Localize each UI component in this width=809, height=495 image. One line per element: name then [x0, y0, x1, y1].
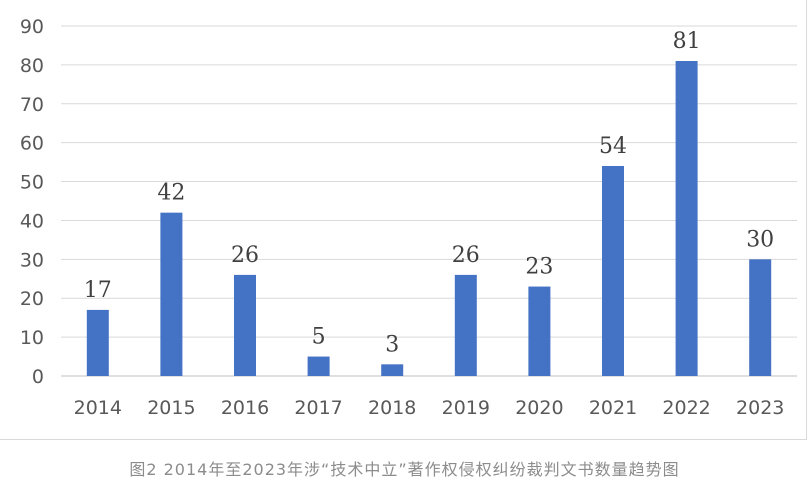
bar-2023: [749, 259, 772, 376]
data-label-2021: 54: [599, 134, 627, 159]
x-tick-label-2017: 2017: [294, 397, 342, 419]
x-tick-label-2014: 2014: [74, 397, 122, 419]
x-tick-label-2018: 2018: [368, 397, 416, 419]
data-label-2022: 81: [673, 29, 701, 54]
x-tick-label-2020: 2020: [515, 397, 563, 419]
gridlines: [61, 25, 797, 377]
y-tick-label: 90: [20, 16, 44, 38]
y-tick-label: 80: [20, 55, 44, 77]
figure-caption: 图2 2014年至2023年涉“技术中立”著作权侵权纠纷裁判文书数量趋势图: [129, 460, 680, 479]
x-tick-label-2016: 2016: [221, 397, 269, 419]
bar-2018: [381, 364, 404, 376]
x-tick-label-2021: 2021: [589, 397, 637, 419]
bar-2021: [602, 166, 624, 376]
x-axis-ticks: 2014 2015 2016 2017 2018 2019 2020 2021 2022 2023: [74, 397, 785, 419]
bar-2019: [454, 274, 477, 376]
data-label-2015: 42: [157, 181, 185, 206]
y-tick-label: 30: [20, 249, 44, 271]
y-tick-label: 60: [20, 133, 44, 155]
bar-2014: [86, 309, 109, 376]
bar-2020: [528, 286, 551, 376]
data-label-2014: 17: [84, 278, 112, 303]
y-tick-label: 40: [20, 210, 44, 232]
x-tick-label-2022: 2022: [662, 397, 710, 419]
y-tick-label: 70: [20, 94, 44, 116]
bars: [86, 61, 772, 376]
y-tick-label: 50: [20, 172, 44, 194]
bar-2015: [160, 212, 183, 376]
data-label-2018: 3: [385, 332, 399, 357]
x-tick-label-2015: 2015: [147, 397, 195, 419]
data-label-2023: 30: [746, 227, 774, 252]
bar-2016: [234, 274, 256, 376]
bar-chart: 0 10 20 30 40 50 60 70 80 90 17 42 26 5 3 26 23 54 81 30 2…: [20, 16, 797, 419]
data-label-2017: 5: [312, 325, 326, 350]
y-tick-label: 20: [20, 288, 44, 310]
y-axis-ticks: 0 10 20 30 40 50 60 70 80 90: [20, 16, 44, 388]
x-tick-label-2023: 2023: [736, 397, 784, 419]
x-tick-label-2019: 2019: [442, 397, 490, 419]
y-tick-label: 0: [32, 366, 44, 388]
data-labels: 17 42 26 5 3 26 23 54 81 30: [84, 29, 774, 357]
bar-2022: [675, 61, 698, 376]
data-label-2020: 23: [525, 255, 553, 280]
bar-2017: [307, 356, 330, 376]
data-label-2019: 26: [452, 243, 480, 268]
y-tick-label: 10: [20, 327, 44, 349]
data-label-2016: 26: [231, 243, 259, 268]
